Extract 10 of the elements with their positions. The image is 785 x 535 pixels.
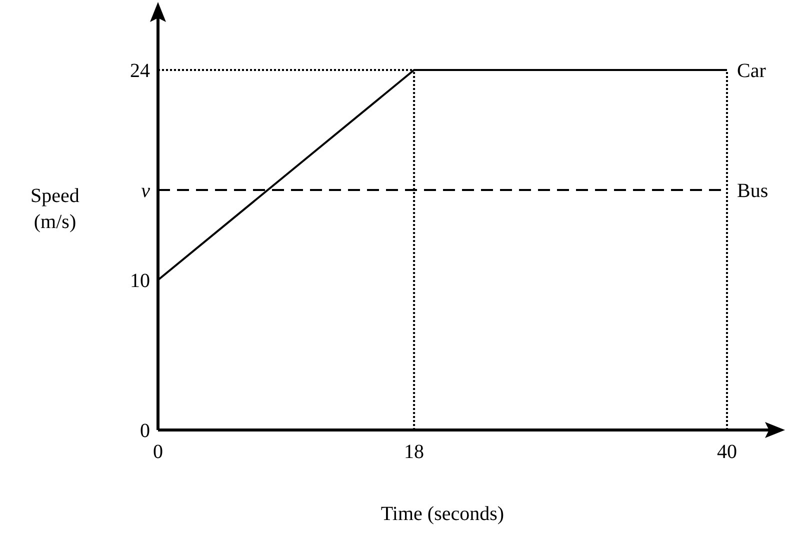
y-tick-label: 10 — [130, 270, 150, 292]
x-axis-title: Time (seconds) — [380, 503, 504, 525]
y-tick-label: 24 — [130, 60, 150, 82]
y-tick-label: 0 — [140, 420, 150, 442]
y-tick-label: v — [141, 180, 150, 202]
x-tick-label: 40 — [717, 441, 737, 463]
series-label: Bus — [737, 180, 768, 202]
series-label: Car — [737, 60, 766, 82]
y-axis-title: Speed (m/s) — [30, 185, 80, 233]
x-tick-label: 18 — [404, 441, 424, 463]
